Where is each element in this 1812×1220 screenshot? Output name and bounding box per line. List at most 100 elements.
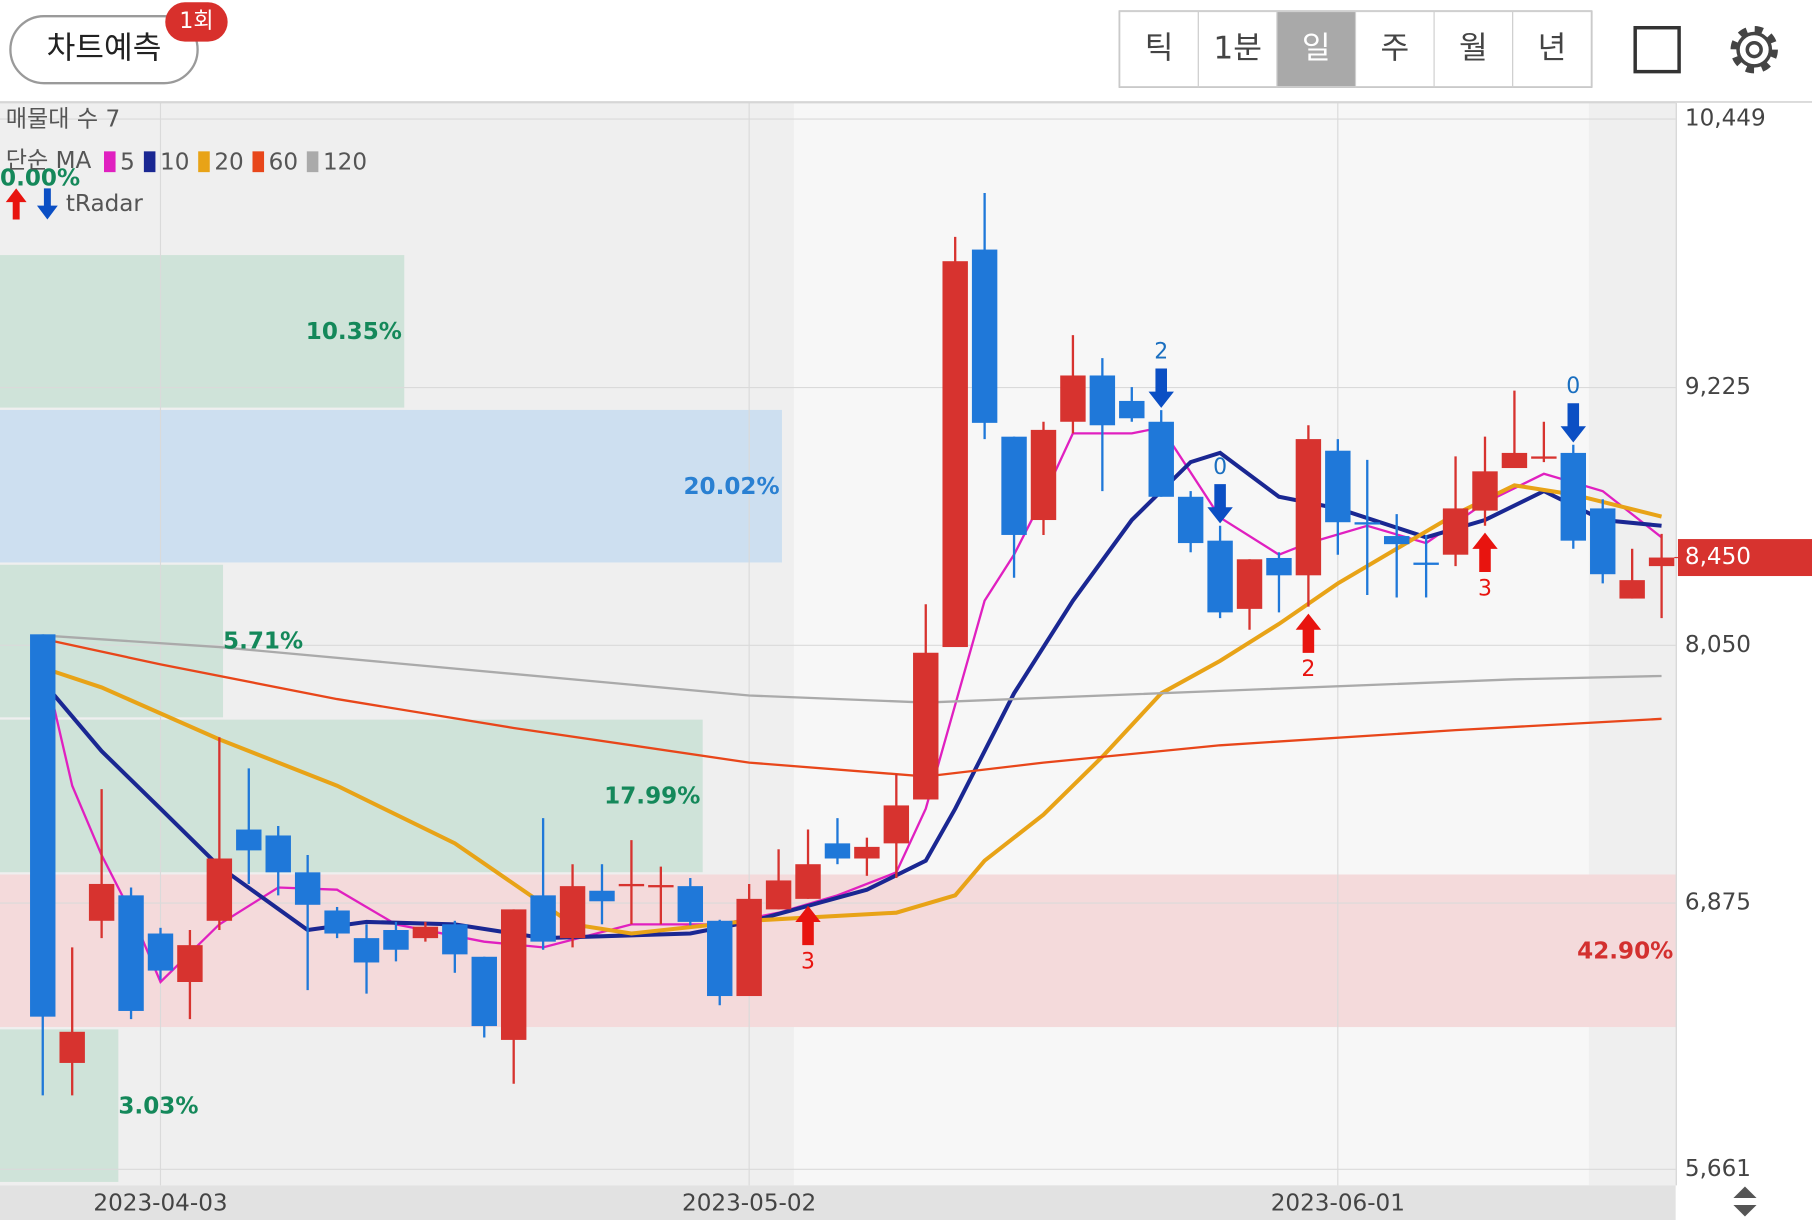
candle-body [765,880,792,910]
x-tick-label: 2023-06-01 [1271,1190,1405,1216]
volume-band [0,874,1676,1028]
volume-band-label: 0.00% [0,165,80,191]
gear-body [1736,31,1773,68]
ma-legend-swatch [104,151,116,173]
sell-signal [1148,368,1174,408]
candle-body [618,883,645,887]
scroll-icon[interactable] [1733,1186,1757,1217]
sell-signal-count: 0 [1213,455,1227,480]
candle-body [1089,375,1116,426]
candle-body [1590,508,1616,575]
candle-body [677,886,704,922]
tab[interactable] [1197,10,1278,88]
candle-body [471,956,497,1027]
tab-label: 일 [1302,31,1331,67]
last-price-label: 8,450 [1685,544,1751,570]
tab-label: 주 [1380,31,1409,67]
candle-body [883,805,910,844]
candle-body [1207,540,1233,613]
sell-signal [1560,403,1587,443]
ma-legend-label: 120 [323,149,367,175]
candle-body [118,895,144,1011]
candle-body [353,938,380,963]
predict-button-label: 차트예측 [47,31,162,67]
x-tick-label: 2023-04-03 [93,1190,227,1216]
ma-line [41,426,1663,985]
buy-signal-count: 3 [801,949,815,974]
candle-body [1295,439,1322,576]
candle-body [442,924,468,955]
candle-body [1266,557,1292,576]
date-axis-area [0,1185,1676,1220]
candle-body [530,895,556,942]
ma-legend-swatch [198,151,210,173]
buy-signal-count: 2 [1301,657,1315,682]
y-tick-label: 8,050 [1685,632,1751,658]
sell-signal [1207,484,1233,524]
candle-body [1030,429,1057,521]
volume-band-label: 20.02% [683,474,779,500]
ma-legend-title: 단순 MA [6,148,92,174]
ma-legend-swatch [252,151,265,173]
candle-body [1236,559,1263,609]
candle-body [324,910,350,934]
ma-legend-label: 60 [269,149,298,175]
price-axis-area [1675,102,1812,1186]
volume-band [0,1029,119,1182]
predict-button[interactable] [9,15,199,85]
volume-band-label: 3.03% [118,1093,198,1119]
badge-label: 1회 [179,9,213,34]
candle-body [1060,375,1086,422]
candle-body [1119,400,1145,419]
volume-profile-legend: 매물대 수 7 [6,107,120,133]
tab-label: 틱 [1145,31,1174,67]
candle-body [942,261,968,648]
signal-legend: tRadar [66,191,144,217]
candle-body [147,933,174,971]
buy-signal [1472,532,1498,572]
volume-band-label: 17.99% [604,784,700,810]
candle-body [88,883,115,921]
candle-body [971,249,998,423]
tab-label: 월 [1459,31,1488,67]
candle-body [648,885,674,888]
candle-body [559,886,586,939]
buy-signal [795,905,821,946]
candle-body [913,652,939,800]
settings-icon[interactable] [1730,25,1778,74]
y-tick-label: 5,661 [1685,1156,1751,1182]
tab-selected[interactable] [1276,10,1357,88]
gear-teeth [1730,25,1778,74]
ma-legend-label: 10 [160,149,189,175]
fullscreen-icon[interactable] [1633,25,1681,74]
ma-legend-swatch [143,151,156,173]
y-tick-label: 10,449 [1685,106,1766,132]
ma-line [42,483,1663,936]
gear-hole [1745,41,1763,59]
candle-body [1472,471,1498,511]
sell-signal-count: 0 [1566,374,1580,399]
tab-label: 년 [1538,31,1567,67]
candle-body [824,843,851,859]
y-tick-label: 9,225 [1685,374,1751,400]
volume-band [0,409,782,563]
legend-sell-icon [36,188,58,220]
last-price-tag [1677,539,1812,577]
candle-body [736,898,762,997]
tab[interactable] [1512,10,1592,88]
badge [165,2,228,42]
candle-body [707,920,733,997]
candle-body [1177,496,1204,544]
ma-legend-label: 5 [120,149,135,175]
candle-body [1001,436,1027,535]
candle-body [1442,508,1469,555]
candle-body [795,864,821,899]
ma-legend-swatch [306,151,319,173]
candle-body [1531,456,1557,459]
candle-body [500,909,527,1040]
buy-signal [1295,613,1322,653]
candle-body [1560,452,1587,541]
candle-body [1413,562,1439,565]
volume-band [0,255,405,408]
x-tick-label: 2023-05-02 [682,1190,816,1216]
